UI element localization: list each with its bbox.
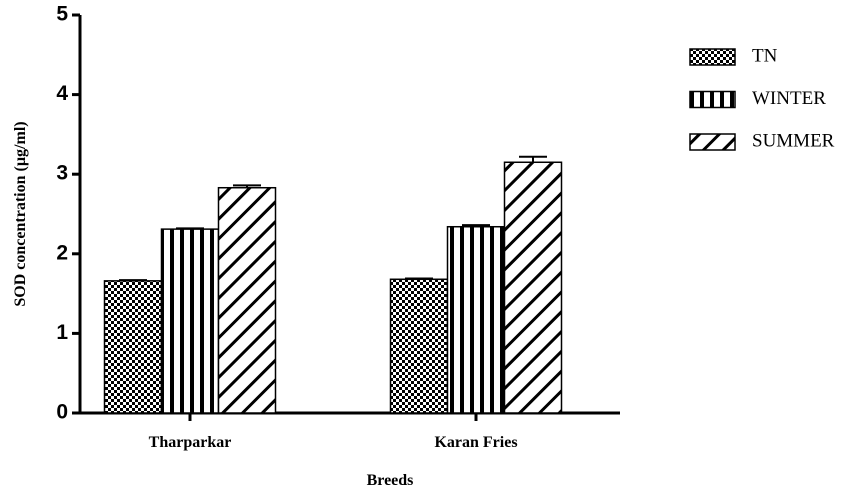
- legend-swatch: [689, 90, 736, 109]
- bar: [389, 278, 449, 414]
- y-tick-label: 1: [56, 321, 68, 344]
- legend-label: SUMMER: [752, 130, 835, 151]
- legend-swatch: [689, 48, 736, 66]
- x-tick-label: Karan Fries: [434, 434, 517, 451]
- x-tick-label: Tharparkar: [149, 434, 232, 451]
- bar: [503, 161, 563, 414]
- y-tick-label: 0: [56, 401, 68, 424]
- x-axis-label: Breeds: [367, 472, 414, 489]
- y-axis-label: SOD concentration (µg/ml): [12, 121, 29, 306]
- bar: [160, 228, 220, 414]
- bar: [103, 280, 163, 414]
- y-tick-label: 3: [56, 162, 68, 185]
- y-tick-label: 5: [56, 3, 68, 26]
- y-tick-label: 2: [56, 241, 68, 264]
- bar: [217, 186, 277, 414]
- legend-label: WINTER: [752, 88, 826, 109]
- bar: [446, 225, 506, 414]
- legend-swatch: [689, 133, 736, 151]
- legend-label: TN: [752, 45, 778, 66]
- y-tick-label: 4: [56, 82, 68, 105]
